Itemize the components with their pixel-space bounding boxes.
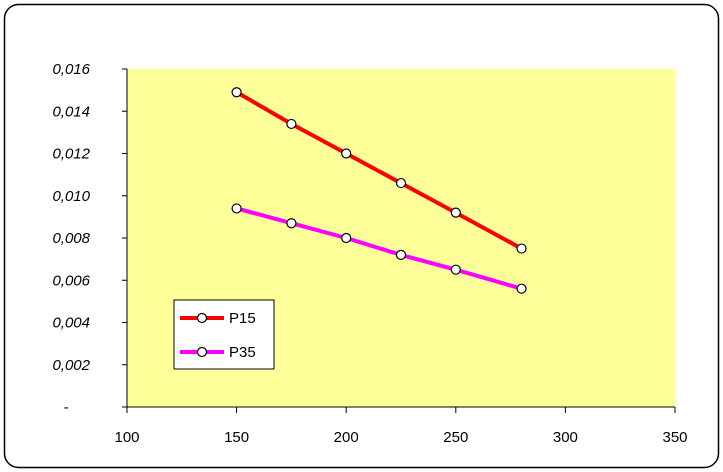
y-tick-label: - [64, 399, 69, 416]
y-tick-label: 0,010 [52, 188, 90, 205]
x-tick-label: 200 [334, 429, 359, 446]
data-point-p15 [341, 148, 352, 159]
data-point-p35 [450, 264, 461, 275]
x-tick-label: 100 [114, 429, 139, 446]
x-tick-label: 350 [662, 429, 687, 446]
y-tick-label: 0,004 [52, 315, 90, 332]
legend-marker [196, 312, 208, 324]
y-tick-label: 0,006 [52, 272, 90, 289]
data-point-p15 [516, 243, 527, 254]
y-tick-label: 0,012 [52, 146, 90, 163]
x-tick-label: 150 [224, 429, 249, 446]
legend-label: P35 [229, 344, 256, 361]
x-tick-label: 250 [443, 429, 468, 446]
data-point-p15 [395, 177, 407, 189]
series-layer [231, 87, 527, 294]
y-tick-label: 0,002 [52, 357, 90, 374]
series-line-p15 [235, 90, 523, 251]
data-point-p35 [395, 249, 407, 260]
legend: P15 P35 [173, 299, 275, 370]
y-tick-label: 0,014 [52, 103, 90, 120]
legend-box [173, 299, 275, 370]
data-point-p35 [341, 232, 352, 244]
data-point-p35 [231, 203, 242, 214]
x-tick-label: 300 [553, 429, 578, 446]
data-point-p35 [286, 218, 297, 229]
data-point-p15 [450, 207, 461, 218]
data-point-p15 [231, 87, 242, 98]
data-point-p35 [516, 283, 527, 294]
data-point-p15 [286, 118, 297, 130]
y-tick-label: 0,016 [52, 61, 90, 78]
legend-marker [196, 346, 208, 358]
series-line-p35 [236, 206, 523, 291]
legend-label: P15 [229, 310, 256, 327]
y-tick-label: 0,008 [52, 230, 90, 247]
axes: - 0,002 0,004 0,006 0,008 0,010 0,012 0,014 0,01… [52, 61, 687, 446]
